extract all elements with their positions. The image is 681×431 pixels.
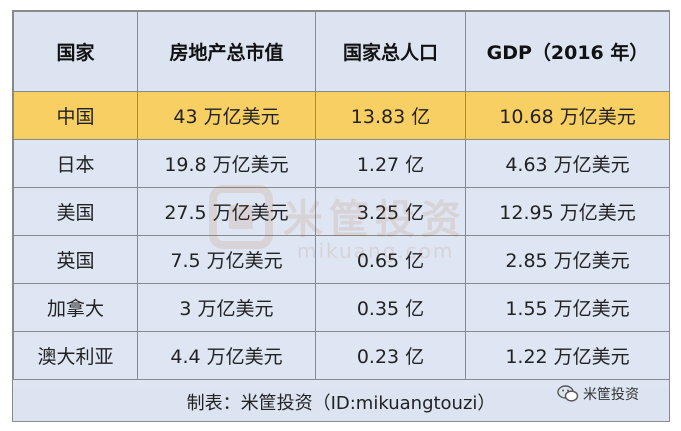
- data-table-frame: 国家 房地产总市值 国家总人口 GDP（2016 年） 中国 43 万亿美元 1…: [12, 10, 670, 422]
- cell-real-estate-value: 19.8 万亿美元: [137, 139, 316, 188]
- brand-label: 米筐投资: [583, 387, 639, 403]
- cell-country: 中国: [13, 91, 138, 140]
- cell-population: 1.27 亿: [315, 139, 466, 188]
- cell-gdp: 10.68 万亿美元: [465, 91, 669, 140]
- table-row: 英国 7.5 万亿美元 0.65 亿 2.85 万亿美元: [13, 235, 669, 284]
- table-row: 中国 43 万亿美元 13.83 亿 10.68 万亿美元: [13, 91, 669, 140]
- cell-population: 0.35 亿: [315, 283, 466, 332]
- header-real-estate-value: 房地产总市值: [137, 11, 316, 92]
- cell-gdp: 1.55 万亿美元: [465, 283, 669, 332]
- cell-real-estate-value: 4.4 万亿美元: [137, 331, 316, 380]
- header-population: 国家总人口: [315, 11, 466, 92]
- table-footer-source: 制表：米筐投资（ID:mikuangtouzi）: [13, 387, 669, 421]
- cell-real-estate-value: 7.5 万亿美元: [137, 235, 316, 284]
- cell-country: 美国: [13, 187, 138, 236]
- cell-real-estate-value: 3 万亿美元: [137, 283, 316, 332]
- cell-gdp: 12.95 万亿美元: [465, 187, 669, 236]
- header-gdp: GDP（2016 年）: [465, 11, 669, 92]
- cell-real-estate-value: 27.5 万亿美元: [137, 187, 316, 236]
- cell-country: 加拿大: [13, 283, 138, 332]
- table-row: 日本 19.8 万亿美元 1.27 亿 4.63 万亿美元: [13, 139, 669, 188]
- cell-gdp: 1.22 万亿美元: [465, 331, 669, 380]
- cell-real-estate-value: 43 万亿美元: [137, 91, 316, 140]
- cell-gdp: 4.63 万亿美元: [465, 139, 669, 188]
- cell-gdp: 2.85 万亿美元: [465, 235, 669, 284]
- table-row: 加拿大 3 万亿美元 0.35 亿 1.55 万亿美元: [13, 283, 669, 332]
- wechat-icon: [557, 385, 579, 402]
- cell-population: 0.65 亿: [315, 235, 466, 284]
- header-row: 国家 房地产总市值 国家总人口 GDP（2016 年）: [13, 11, 669, 92]
- table-row: 美国 27.5 万亿美元 3.25 亿 12.95 万亿美元: [13, 187, 669, 236]
- header-country: 国家: [13, 11, 138, 92]
- cell-population: 3.25 亿: [315, 187, 466, 236]
- cell-population: 0.23 亿: [315, 331, 466, 380]
- cell-country: 澳大利亚: [13, 331, 138, 380]
- cell-country: 日本: [13, 139, 138, 188]
- cell-population: 13.83 亿: [315, 91, 466, 140]
- cell-country: 英国: [13, 235, 138, 284]
- table-row: 澳大利亚 4.4 万亿美元 0.23 亿 1.22 万亿美元: [13, 331, 669, 380]
- brand-badge: 米筐投资: [557, 381, 639, 407]
- data-table: 国家 房地产总市值 国家总人口 GDP（2016 年） 中国 43 万亿美元 1…: [13, 11, 669, 380]
